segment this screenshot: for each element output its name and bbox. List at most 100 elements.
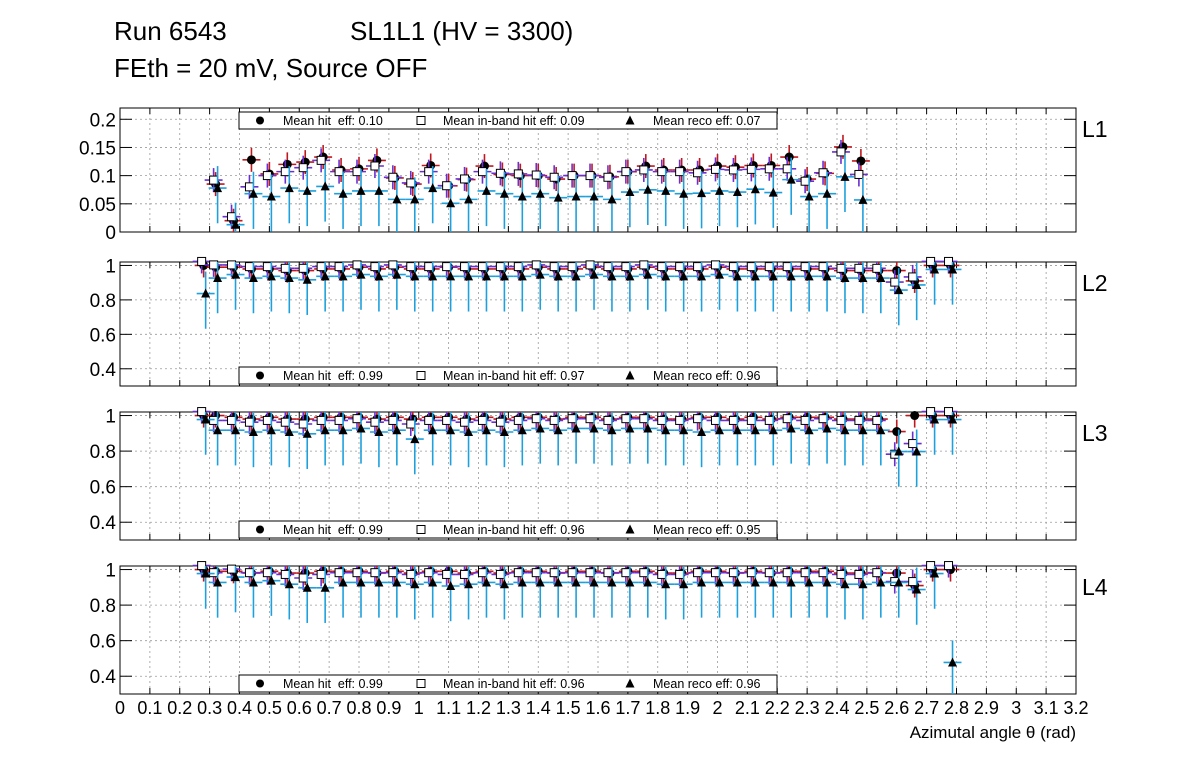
y-tick-label: 0.05 <box>79 195 116 216</box>
panel-frame <box>119 107 1077 233</box>
marker-triangle <box>786 174 796 184</box>
marker-open-square <box>316 262 326 272</box>
data-point <box>778 156 797 181</box>
data-point <box>674 262 693 312</box>
data-point <box>943 262 962 305</box>
marker-open-square <box>764 415 774 425</box>
legend-marker-square <box>416 116 426 125</box>
data-point <box>383 412 402 433</box>
legend-entry: Mean hit eff: 0.10 <box>283 114 383 128</box>
marker-open-square <box>352 414 362 424</box>
marker-open-square <box>782 414 792 424</box>
data-point <box>692 171 711 229</box>
marker-triangle <box>625 577 635 587</box>
marker-triangle <box>392 269 402 279</box>
data-point <box>262 566 281 616</box>
marker-triangle <box>338 271 348 281</box>
data-point <box>473 412 492 433</box>
marker-open-square <box>854 263 864 273</box>
data-point <box>710 168 729 227</box>
series-in-band-hit-eff <box>204 139 868 229</box>
marker-triangle <box>607 194 617 204</box>
data-point <box>764 566 783 618</box>
data-point <box>437 412 456 433</box>
marker-open-square <box>495 168 505 178</box>
data-point <box>298 566 317 623</box>
conditions-title: FEth = 20 mV, Source OFF <box>114 53 428 83</box>
x-tick-label: 0 <box>115 698 125 718</box>
x-tick-label: 0.5 <box>257 698 282 718</box>
marker-triangle <box>374 185 384 195</box>
marker-triangle <box>553 577 563 587</box>
marker-triangle <box>840 579 850 589</box>
data-point <box>387 566 406 618</box>
data-point <box>369 566 388 618</box>
marker-open-square <box>764 164 774 174</box>
data-point <box>459 566 478 620</box>
x-tick-label: 1.6 <box>585 698 610 718</box>
run-title: Run 6543 <box>114 16 227 46</box>
marker-triangle <box>392 425 402 435</box>
x-tick-label: 1.4 <box>526 698 551 718</box>
marker-triangle <box>201 288 211 298</box>
marker-open-square <box>764 262 774 272</box>
marker-open-square <box>316 415 326 425</box>
data-point <box>495 566 514 620</box>
marker-triangle <box>840 273 850 283</box>
marker-open-square <box>693 168 703 178</box>
marker-triangle <box>697 427 707 436</box>
marker-triangle <box>661 185 671 195</box>
data-point <box>567 566 586 618</box>
data-point <box>656 168 675 227</box>
data-point <box>192 407 211 424</box>
y-tick-label: 1 <box>105 561 116 582</box>
marker-triangle <box>661 425 671 435</box>
marker-open-square <box>549 172 559 182</box>
marker-triangle <box>822 188 832 198</box>
marker-open-square <box>334 167 344 177</box>
marker-open-square <box>675 569 685 579</box>
data-point <box>746 412 765 466</box>
data-point <box>638 167 657 225</box>
series-reco-eff <box>196 412 962 487</box>
data-point <box>477 412 496 466</box>
data-point <box>925 262 944 305</box>
data-point <box>814 566 833 585</box>
data-point <box>276 566 295 587</box>
data-point <box>352 412 370 464</box>
marker-open-square <box>603 262 613 272</box>
y-tick-label: 0.15 <box>79 138 116 159</box>
marker-triangle <box>248 427 258 436</box>
legend-marker-triangle <box>625 115 635 125</box>
data-point <box>581 163 599 188</box>
data-point <box>887 419 906 444</box>
data-point <box>710 412 729 466</box>
data-point <box>545 165 564 190</box>
marker-open-square <box>316 569 326 579</box>
legend-marker-circle <box>256 116 264 125</box>
marker-triangle <box>481 271 491 281</box>
marker-triangle <box>858 273 868 283</box>
marker-triangle <box>356 577 366 587</box>
marker-open-square <box>442 569 452 579</box>
data-point <box>459 177 478 232</box>
marker-triangle <box>571 577 581 587</box>
marker-open-square <box>639 414 649 424</box>
data-point <box>652 566 671 587</box>
marker-circle <box>892 266 902 276</box>
marker-open-square <box>621 262 631 272</box>
marker-open-square <box>657 262 667 272</box>
marker-open-square <box>800 176 810 186</box>
marker-triangle <box>625 423 635 433</box>
data-point <box>365 566 384 585</box>
data-point <box>531 412 550 464</box>
marker-triangle <box>732 187 742 197</box>
data-point <box>889 429 908 487</box>
data-point <box>746 262 765 312</box>
marker-open-square <box>388 415 398 425</box>
data-point <box>638 412 657 464</box>
y-tick-label: 0.4 <box>90 513 117 534</box>
data-point <box>316 412 335 466</box>
legend: Mean hit eff: 0.99 Mean in-band hit eff: … <box>238 366 778 385</box>
marker-triangle <box>231 269 241 279</box>
